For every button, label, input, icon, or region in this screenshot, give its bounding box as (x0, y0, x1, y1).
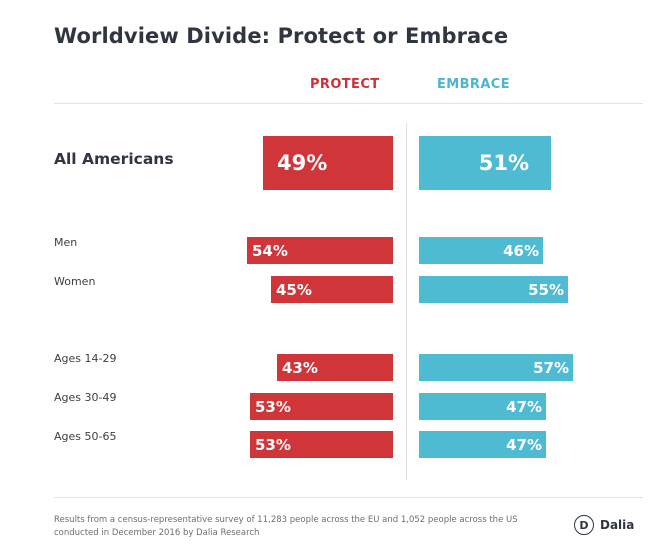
protect-bar: 53% (250, 393, 393, 420)
category-label: Ages 50-65 (54, 430, 117, 443)
category-label: Men (54, 236, 78, 249)
embrace-bar: 47% (419, 393, 546, 420)
protect-bar: 54% (247, 237, 393, 264)
category-label: Ages 30-49 (54, 391, 117, 404)
protect-bar: 53% (250, 431, 393, 458)
dalia-logo: D Dalia (574, 515, 634, 535)
footer-rule (54, 497, 643, 498)
category-label: Women (54, 275, 96, 288)
embrace-bar: 47% (419, 431, 546, 458)
embrace-bar: 51% (419, 136, 551, 190)
dalia-logo-text: Dalia (600, 518, 635, 532)
category-label: All Americans (54, 150, 174, 168)
chart-title: Worldview Divide: Protect or Embrace (54, 24, 509, 48)
embrace-bar: 46% (419, 237, 543, 264)
protect-column-header: PROTECT (310, 77, 380, 92)
footnote: Results from a census-representative sur… (54, 515, 518, 538)
protect-bar: 43% (277, 354, 393, 381)
category-label: Ages 14-29 (54, 352, 117, 365)
header-rule (54, 103, 643, 104)
protect-bar: 45% (271, 276, 393, 303)
protect-bar: 49% (263, 136, 393, 190)
dalia-logo-icon: D (574, 515, 594, 535)
embrace-bar: 55% (419, 276, 568, 303)
center-divider (406, 123, 407, 480)
embrace-bar: 57% (419, 354, 573, 381)
embrace-column-header: EMBRACE (437, 77, 511, 92)
